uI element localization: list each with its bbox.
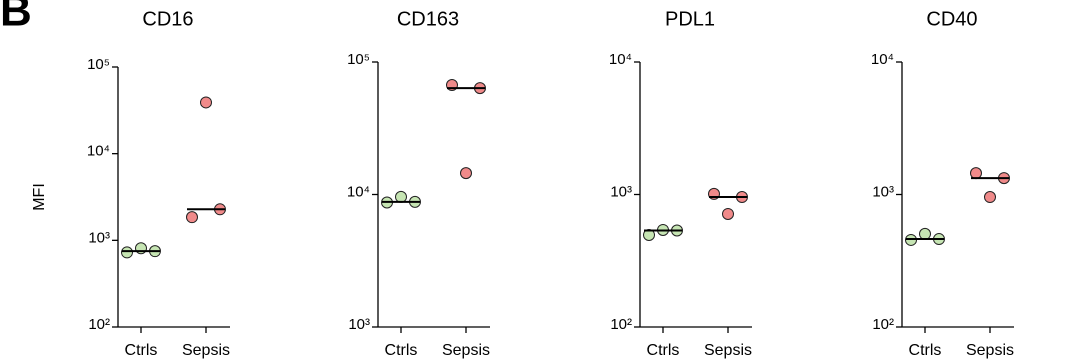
y-tick-label: 10³ — [88, 229, 110, 246]
y-tick-label: 10³ — [872, 183, 894, 200]
point — [722, 207, 734, 220]
y-tick-label: 10⁴ — [347, 183, 370, 200]
y-tick-label: 10³ — [348, 316, 370, 333]
point — [186, 211, 198, 224]
x-tick-label: Ctrls — [385, 342, 418, 359]
point — [970, 167, 982, 180]
x-tick-label: Sepsis — [442, 342, 490, 359]
x-tick-label: Sepsis — [966, 342, 1014, 359]
y-tick-label: 10⁴ — [609, 51, 632, 68]
y-tick-label: 10² — [610, 316, 632, 333]
point — [643, 228, 655, 241]
x-tick-label: Sepsis — [182, 342, 230, 359]
chart-title: CD163 — [397, 8, 459, 30]
point — [121, 246, 133, 259]
y-tick-label: 10³ — [610, 183, 632, 200]
x-tick-label: Sepsis — [704, 342, 752, 359]
chart-title: CD16 — [142, 8, 193, 30]
point — [919, 227, 931, 240]
y-axis-label: MFI — [31, 183, 48, 211]
y-tick-label: 10⁴ — [87, 143, 110, 160]
y-tick-label: 10² — [88, 316, 110, 333]
point — [984, 191, 996, 204]
point — [460, 167, 472, 180]
chart-title: CD40 — [926, 8, 977, 30]
x-tick-label: Ctrls — [647, 342, 680, 359]
point — [395, 190, 407, 203]
x-tick-label: Ctrls — [125, 342, 158, 359]
y-tick-label: 10² — [872, 316, 894, 333]
y-tick-label: 10⁴ — [871, 51, 894, 68]
panel-label: B — [0, 0, 32, 36]
point — [200, 96, 212, 109]
y-tick-label: 10⁵ — [347, 51, 370, 68]
x-tick-label: Ctrls — [909, 342, 942, 359]
chart-title: PDL1 — [665, 8, 715, 30]
y-tick-label: 10⁵ — [87, 56, 110, 73]
